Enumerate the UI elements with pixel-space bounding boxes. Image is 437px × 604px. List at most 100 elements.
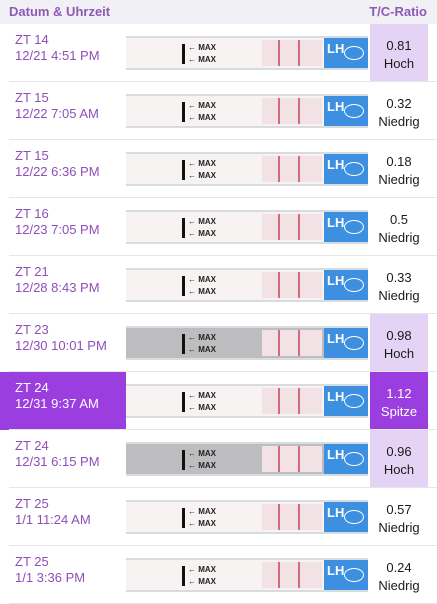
strip-handle-mark [182,160,185,180]
cycle-day: ZT 23 [15,322,49,337]
strip-result-window [262,214,322,240]
control-line [298,330,300,356]
strip-brand-label: LH [324,560,368,590]
test-row[interactable]: ZT 25 1/1 11:24 AM ← MAX ← MAX LH 0.57 Niedrig [0,488,437,546]
ratio-value: 0.24 [386,560,412,575]
strip-handle-mark [182,102,185,122]
brand-logo-icon [344,394,364,408]
test-line [278,446,280,472]
test-line [278,504,280,530]
test-line [278,98,280,124]
ratio-value: 0.96 [386,444,412,459]
test-row[interactable]: ZT 25 1/1 3:36 PM ← MAX ← MAX LH 0.24 Niedrig [0,546,437,604]
strip-max-label: ← MAX [188,519,216,528]
control-line [298,562,300,588]
column-header-ratio: T/C-Ratio [369,4,427,19]
strip-max-label: ← MAX [188,403,216,412]
test-row[interactable]: ZT 24 12/31 9:37 AM ← MAX ← MAX LH 1.12 Spitze [0,372,437,430]
test-strip-image[interactable]: ← MAX ← MAX LH [126,94,368,128]
strip-max-label: ← MAX [188,287,216,296]
ratio-cell: 0.32 Niedrig [370,82,428,140]
control-line [298,272,300,298]
lh-label: LH [327,563,345,578]
control-line [298,40,300,66]
test-date: ZT 15 12/22 6:36 PM [15,148,127,180]
test-datetime: 12/31 9:37 AM [15,396,99,411]
strip-brand-label: LH [324,328,368,358]
test-row[interactable]: ZT 15 12/22 7:05 AM ← MAX ← MAX LH 0.32 Niedri… [0,82,437,140]
lh-label: LH [327,41,345,56]
test-date: ZT 16 12/23 7:05 PM [15,206,127,238]
test-strip-image[interactable]: ← MAX ← MAX LH [126,152,368,186]
cycle-day: ZT 16 [15,206,49,221]
test-strip-image[interactable]: ← MAX ← MAX LH [126,500,368,534]
test-strip-image[interactable]: ← MAX ← MAX LH [126,268,368,302]
test-strip-image[interactable]: ← MAX ← MAX LH [126,442,368,476]
ratio-cell: 0.24 Niedrig [370,546,428,604]
ratio-cell: 0.33 Niedrig [370,256,428,314]
test-line [278,272,280,298]
strip-max-label: ← MAX [188,345,216,354]
strip-handle-mark [182,44,185,64]
strip-handle-mark [182,218,185,238]
test-strip-image[interactable]: ← MAX ← MAX LH [126,36,368,70]
lh-label: LH [327,273,345,288]
cycle-day: ZT 25 [15,554,49,569]
lh-label: LH [327,505,345,520]
test-strip-image[interactable]: ← MAX ← MAX LH [126,558,368,592]
brand-logo-icon [344,46,364,60]
cycle-day: ZT 24 [15,438,49,453]
test-row[interactable]: ZT 15 12/22 6:36 PM ← MAX ← MAX LH 0.18 Niedri… [0,140,437,198]
test-line [278,214,280,240]
brand-logo-icon [344,162,364,176]
control-line [298,446,300,472]
cycle-day: ZT 15 [15,90,49,105]
test-row[interactable]: ZT 23 12/30 10:01 PM ← MAX ← MAX LH 0.98 Hoch [0,314,437,372]
ratio-cell: 0.81 Hoch [370,24,428,82]
ratio-value: 0.32 [386,96,412,111]
ratio-value: 0.18 [386,154,412,169]
test-row[interactable]: ZT 24 12/31 6:15 PM ← MAX ← MAX LH 0.96 Hoch [0,430,437,488]
strip-max-label: ← MAX [188,577,216,586]
strip-max-label: ← MAX [188,113,216,122]
test-date: ZT 25 1/1 11:24 AM [15,496,127,528]
test-datetime: 12/23 7:05 PM [15,222,100,237]
test-strip-image[interactable]: ← MAX ← MAX LH [126,210,368,244]
test-date: ZT 24 12/31 9:37 AM [15,380,127,412]
strip-brand-label: LH [324,154,368,184]
strip-brand-label: LH [324,444,368,474]
strip-handle-mark [182,392,185,412]
row-divider [9,487,437,488]
strip-result-window [262,504,322,530]
ratio-level: Hoch [383,346,415,361]
test-datetime: 1/1 3:36 PM [15,570,86,585]
test-line [278,388,280,414]
row-divider [9,313,437,314]
cycle-day: ZT 14 [15,32,49,47]
table-header: Datum & Uhrzeit T/C-Ratio [0,0,437,24]
row-divider [9,197,437,198]
strip-result-window [262,330,322,356]
strip-handle-mark [182,450,185,470]
strip-max-label: ← MAX [188,449,216,458]
ratio-value: 0.33 [386,270,412,285]
test-row[interactable]: ZT 14 12/21 4:51 PM ← MAX ← MAX LH 0.81 Hoch [0,24,437,82]
test-date: ZT 25 1/1 3:36 PM [15,554,127,586]
test-datetime: 12/28 8:43 PM [15,280,100,295]
strip-result-window [262,40,322,66]
strip-result-window [262,156,322,182]
test-strip-image[interactable]: ← MAX ← MAX LH [126,384,368,418]
test-date: ZT 15 12/22 7:05 AM [15,90,127,122]
ratio-level: Niedrig [378,172,420,187]
test-line [278,330,280,356]
ratio-value: 0.57 [386,502,412,517]
strip-result-window [262,388,322,414]
strip-handle-mark [182,276,185,296]
test-row[interactable]: ZT 16 12/23 7:05 PM ← MAX ← MAX LH 0.5 Niedrig [0,198,437,256]
brand-logo-icon [344,104,364,118]
strip-brand-label: LH [324,212,368,242]
test-row[interactable]: ZT 21 12/28 8:43 PM ← MAX ← MAX LH 0.33 Niedri… [0,256,437,314]
brand-logo-icon [344,278,364,292]
test-strip-image[interactable]: ← MAX ← MAX LH [126,326,368,360]
strip-result-window [262,98,322,124]
